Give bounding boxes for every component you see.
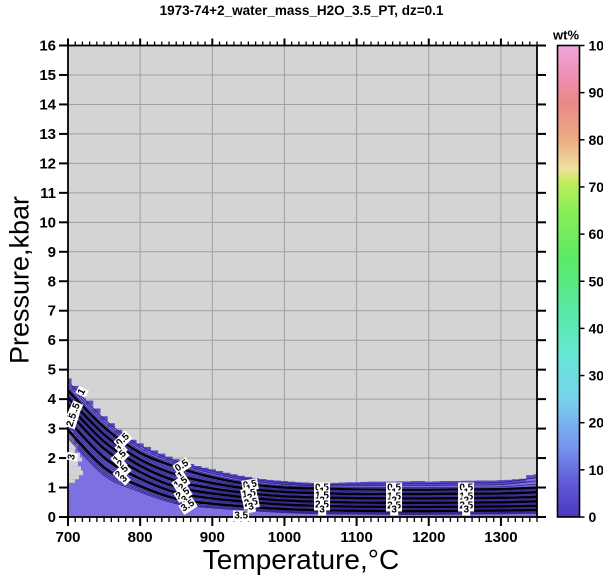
y-tick-label: 6 — [48, 332, 56, 349]
y-tick-label: 9 — [48, 244, 56, 261]
colorbar-tick-label: 100 — [589, 38, 603, 54]
y-tick-label: 4 — [48, 391, 57, 408]
left-edge-gap — [69, 443, 78, 449]
y-tick-label: 11 — [40, 185, 56, 202]
y-tick-label: 2 — [48, 450, 56, 467]
y-tick-label: 10 — [39, 214, 56, 231]
left-edge-gap — [69, 466, 81, 471]
left-edge-gap — [69, 475, 79, 480]
left-edge-gap — [69, 470, 83, 476]
x-tick-label: 800 — [128, 529, 153, 546]
left-edge-gap — [69, 461, 78, 467]
y-tick-label: 5 — [48, 362, 56, 379]
x-tick-label: 1000 — [268, 529, 301, 546]
x-tick-label: 1100 — [340, 529, 373, 546]
contour-label: 3.5 — [233, 510, 250, 522]
x-tick-label: 700 — [55, 529, 80, 546]
colorbar-tick-label: 90 — [589, 85, 603, 101]
x-axis-title: Temperature,°C — [202, 544, 400, 575]
colorbar-tick-label: 0 — [589, 509, 597, 525]
contour-line-minor — [68, 433, 537, 514]
y-tick-label: 12 — [39, 155, 56, 172]
x-tick-label: 900 — [200, 529, 225, 546]
contour-label: 3 — [462, 504, 471, 516]
y-tick-label: 1 — [48, 480, 56, 497]
x-tick-label: 1200 — [412, 529, 445, 546]
colorbar-tick-label: 50 — [589, 273, 603, 289]
y-tick-label: 0 — [48, 509, 56, 526]
colorbar-tick-label: 70 — [589, 179, 603, 195]
contour-label: 3 — [318, 504, 326, 516]
colorbar-tick-label: 40 — [589, 320, 603, 336]
colorbar-title: wt% — [553, 27, 579, 43]
colorbar-gradient — [557, 45, 580, 517]
contour-label: 3 — [66, 451, 79, 462]
x-tick-label: 1300 — [484, 529, 517, 546]
y-tick-label: 16 — [39, 38, 56, 55]
left-edge-gap — [69, 448, 75, 453]
colorbar-tick-label: 10 — [589, 462, 603, 478]
y-tick-label: 13 — [39, 126, 56, 143]
y-tick-label: 7 — [48, 303, 56, 320]
y-tick-label: 15 — [39, 67, 56, 84]
y-tick-label: 8 — [48, 273, 56, 290]
contour-label: 3 — [390, 504, 398, 516]
contour-line-minor — [68, 438, 537, 515]
y-tick-label: 14 — [39, 96, 56, 113]
left-edge-gap — [69, 479, 75, 483]
colorbar-tick-label: 30 — [589, 368, 603, 384]
contour-line-minor — [68, 435, 537, 515]
colorbar-tick-label: 80 — [589, 132, 603, 148]
chart-title: 1973-74+2_water_mass_H2O_3.5_PT, dz=0.1 — [159, 3, 444, 18]
colorbar-tick-label: 20 — [589, 415, 603, 431]
y-tick-label: 3 — [48, 421, 56, 438]
colorbar-tick-label: 60 — [589, 226, 603, 242]
